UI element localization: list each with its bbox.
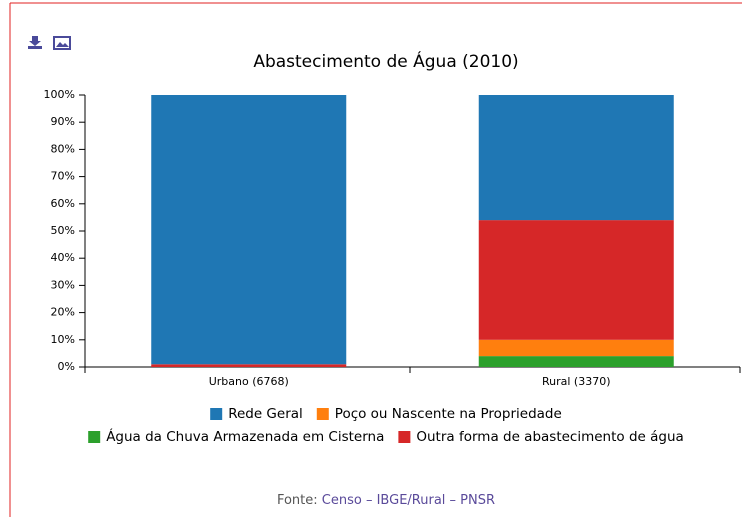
y-tick-label: 90% [51,115,75,128]
bar-segment [478,220,674,340]
bar-segment [151,95,347,365]
source-link[interactable]: Censo – IBGE/Rural – PNSR [322,493,495,508]
y-tick-label: 40% [51,251,75,264]
y-tick-label: 100% [44,88,75,101]
bar-segment [478,339,674,357]
y-tick-label: 70% [51,170,75,183]
source-label: Fonte: [277,493,318,508]
y-tick-label: 80% [51,142,75,155]
legend-swatch [398,431,411,443]
y-tick-label: 0% [58,360,75,373]
image-icon[interactable] [53,36,71,50]
chart-title: Abastecimento de Água (2010) [253,50,518,72]
legend-label: Água da Chuva Armazenada em Cisterna [106,428,384,445]
legend-swatch [210,408,223,420]
x-tick-label: Urbano (6768) [209,375,289,388]
legend-swatch [88,431,101,443]
source: Fonte: Censo – IBGE/Rural – PNSR [277,493,495,508]
download-icon[interactable] [28,36,42,49]
legend-label: Poço ou Nascente na Propriedade [335,406,562,422]
legend-label: Rede Geral [228,406,303,422]
legend-swatch [316,408,329,420]
bar-segment [151,364,347,367]
x-tick-label: Rural (3370) [542,375,611,388]
legend-label: Outra forma de abastecimento de água [416,429,683,445]
y-tick-label: 60% [51,197,75,210]
y-tick-label: 20% [51,306,75,319]
y-tick-label: 30% [51,278,75,291]
bar-segment [478,95,674,221]
bar-segment [478,356,674,367]
y-tick-label: 50% [51,224,75,237]
y-tick-label: 10% [51,333,75,346]
